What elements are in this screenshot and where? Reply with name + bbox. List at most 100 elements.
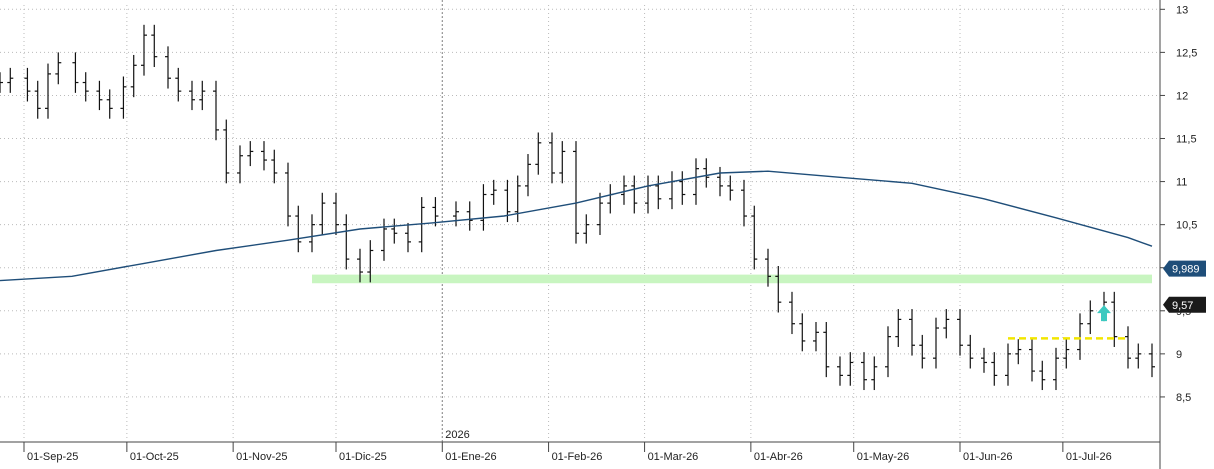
price-bar [751, 205, 758, 270]
price-bar [583, 214, 590, 244]
price-bar [24, 67, 31, 102]
price-bar [933, 317, 939, 369]
price-bar [525, 154, 531, 197]
price-bar [381, 218, 387, 261]
price-bar [357, 248, 363, 283]
price-bar [199, 80, 206, 111]
price-bar [141, 24, 147, 76]
x-tick-label: 01-Dic-25 [339, 451, 387, 463]
last-value-text: 9,989 [1172, 264, 1200, 276]
price-bar [861, 352, 867, 391]
support-band-layer [312, 274, 1152, 284]
y-tick-label: 11,5 [1176, 134, 1197, 146]
last-value-text: 9,57 [1172, 300, 1193, 312]
price-bar [631, 175, 638, 214]
price-bar [453, 201, 459, 227]
price-bar [693, 158, 699, 205]
price-bar [1077, 313, 1083, 360]
x-axis: 01-Sep-25 01-Oct-25 01-Nov-25 01-Dic-25 01-E… [0, 429, 1160, 463]
price-bar [1111, 291, 1118, 347]
x-tick-label: 01-Abr-26 [754, 451, 803, 463]
y-tick-label: 9 [1176, 349, 1182, 361]
price-bar [237, 145, 243, 184]
y-tick-label: 12 [1176, 90, 1188, 102]
price-bar [223, 119, 230, 184]
price-bar [957, 309, 963, 356]
grid [0, 0, 1160, 442]
price-bar [1053, 347, 1059, 391]
price-bar [645, 175, 651, 214]
price-bar [1087, 300, 1094, 335]
price-bar [895, 309, 902, 347]
price-bar [175, 67, 182, 102]
price-bar [96, 80, 103, 111]
price-bar [669, 171, 675, 210]
y-tick-label: 10,5 [1176, 220, 1197, 232]
last-value-tag [1163, 296, 1206, 313]
x-tick-label: 01-Ene-26 [445, 451, 496, 463]
y-tick-label: 11 [1176, 177, 1187, 189]
x-tick-label: 01-Jul-26 [1066, 451, 1112, 463]
x-tick-label: 01-May-26 [857, 451, 910, 463]
price-bar [727, 175, 734, 201]
price-bar [799, 313, 806, 352]
price-bar [34, 80, 41, 119]
price-bar [837, 356, 843, 386]
y-tick-label: 13 [1176, 4, 1188, 16]
price-bar [466, 201, 473, 231]
price-bar [549, 132, 555, 184]
price-bar [7, 67, 14, 93]
price-bar [789, 291, 795, 335]
price-bar [261, 141, 267, 171]
price-bar [343, 214, 350, 270]
price-bar [295, 205, 302, 253]
price-bar [1125, 326, 1131, 369]
price-bar [559, 141, 566, 184]
price-bar [741, 179, 747, 227]
price-bar [607, 184, 614, 214]
price-bar [189, 80, 195, 111]
price-bar [909, 309, 915, 356]
price-bar [82, 72, 89, 102]
price-bar [72, 52, 79, 93]
price-bar [45, 63, 51, 119]
price-bar [1039, 360, 1046, 391]
price-bar [981, 347, 987, 373]
last-value-labels: 9,989 9,57 [1163, 260, 1206, 313]
last-value-tag [1163, 260, 1206, 277]
price-bar [621, 175, 627, 205]
price-bar [418, 197, 425, 253]
x-tick-label: 01-Mar-26 [648, 451, 699, 463]
price-bar [943, 309, 950, 339]
price-bar [655, 175, 662, 210]
price-bar [213, 80, 219, 141]
price-bar [991, 352, 998, 386]
last-value-label: 9,989 [1163, 260, 1206, 277]
price-bar [514, 175, 521, 223]
price-bar [871, 356, 878, 391]
price-bar [1029, 339, 1035, 382]
price-bar [106, 89, 113, 119]
price-bar [775, 266, 782, 313]
last-value-label: 9,57 [1163, 296, 1206, 313]
price-bar [432, 197, 439, 227]
price-bar [703, 158, 710, 188]
price-bar [309, 214, 315, 253]
x-tick-label: 01-Oct-25 [130, 451, 179, 463]
y-tick-label: 12,5 [1176, 47, 1197, 59]
price-bar [885, 326, 891, 378]
price-bar [967, 334, 974, 369]
price-bar [1135, 343, 1142, 369]
price-bar [717, 166, 723, 197]
price-bar [1063, 339, 1070, 369]
up-arrow-icon [1097, 305, 1111, 322]
price-bar [765, 248, 771, 287]
price-bar [247, 141, 254, 167]
year-label: 2026 [445, 429, 469, 441]
price-bar [1005, 343, 1011, 386]
price-bar [1015, 339, 1022, 365]
x-tick-label: 01-Jun-26 [963, 451, 1013, 463]
moving-average-layer [0, 170, 1153, 282]
x-tick-label: 01-Feb-26 [552, 451, 603, 463]
